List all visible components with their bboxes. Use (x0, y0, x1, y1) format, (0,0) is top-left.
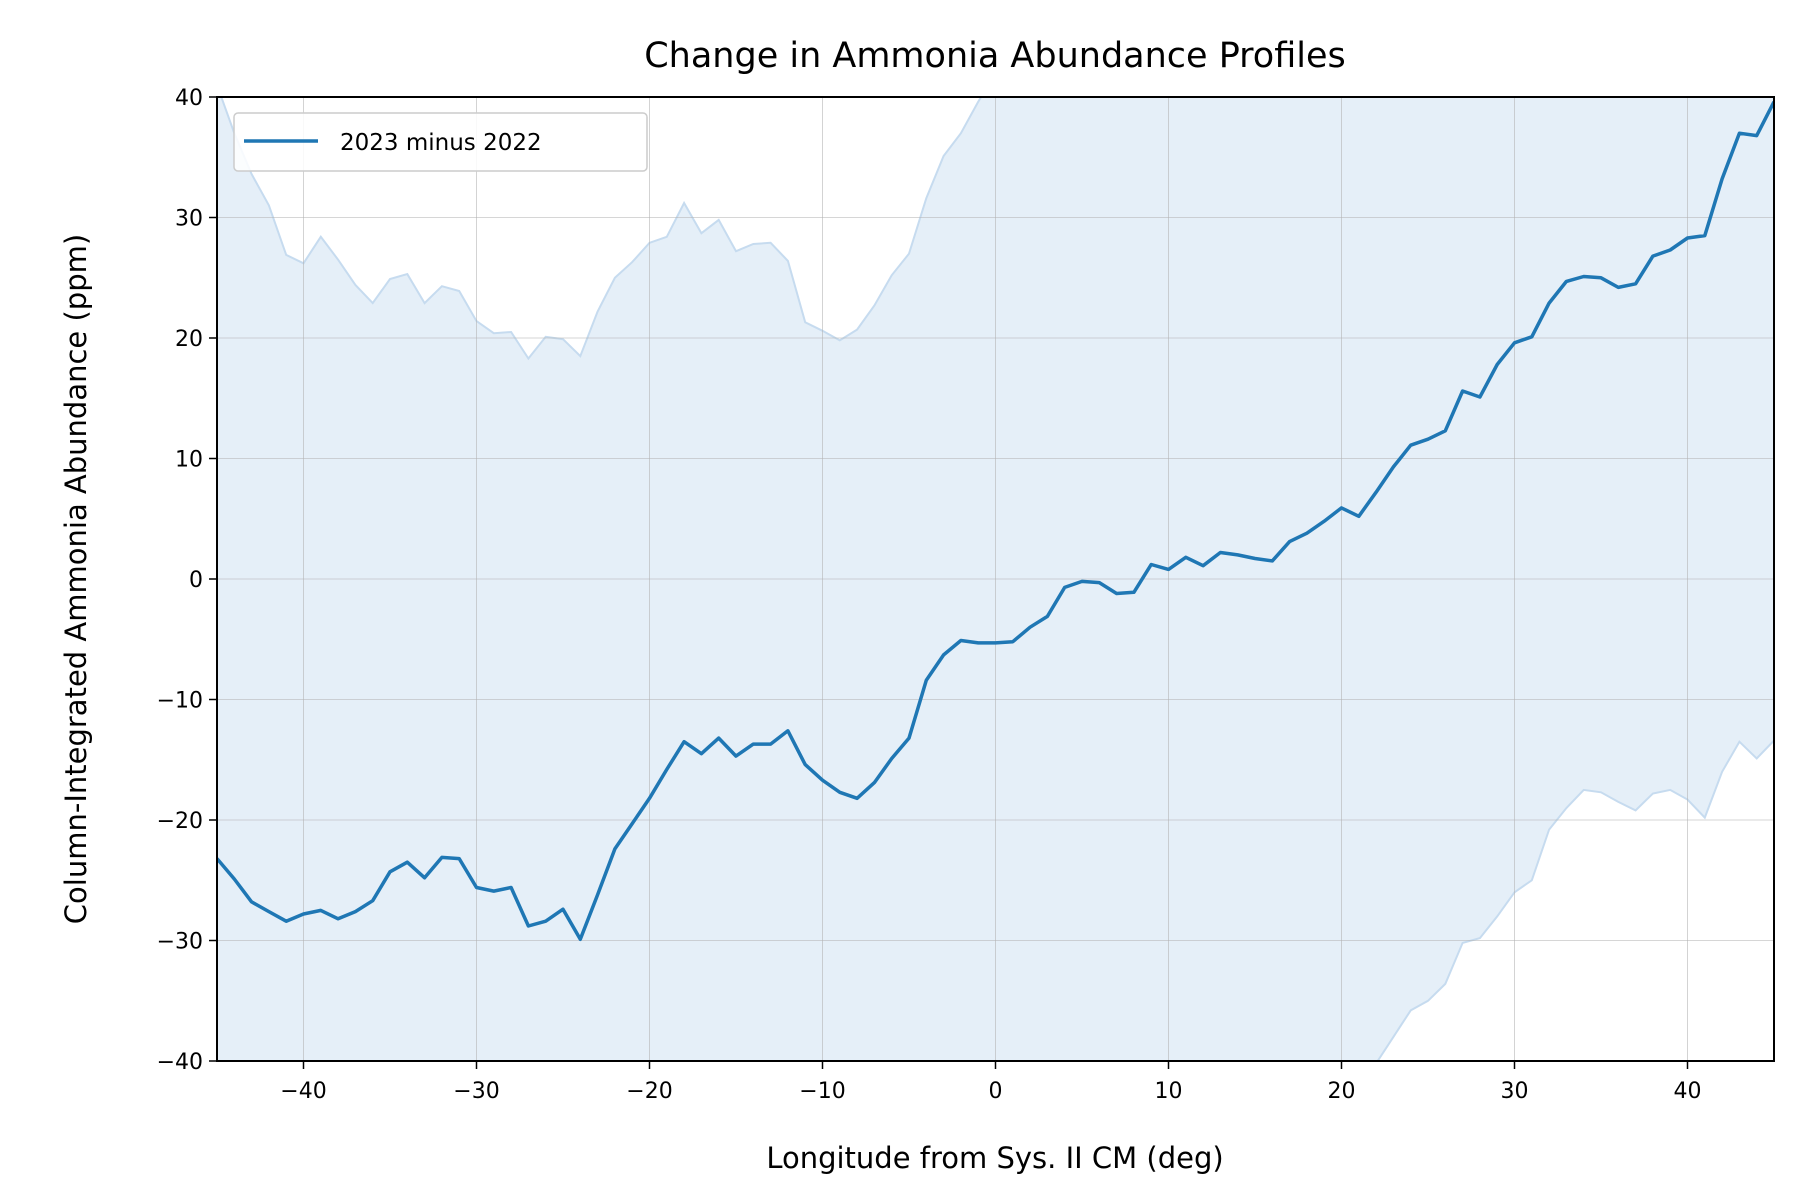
y-tick-label: 0 (189, 568, 203, 593)
x-tick-label: −20 (626, 1079, 672, 1104)
x-tick-label: 20 (1328, 1079, 1356, 1104)
x-tick-label: 0 (989, 1079, 1003, 1104)
chart-title: Change in Ammonia Abundance Profiles (644, 36, 1346, 76)
y-tick-label: 20 (175, 327, 203, 352)
legend-box (233, 112, 648, 172)
x-tick-label: −10 (799, 1079, 845, 1104)
x-tick-label: −40 (280, 1079, 326, 1104)
y-tick-label: 10 (175, 448, 203, 473)
y-tick-label: −10 (157, 689, 203, 714)
y-tick-label: 30 (175, 207, 203, 232)
y-tick-label: −30 (157, 930, 203, 955)
x-tick-label: 10 (1155, 1079, 1183, 1104)
legend-label: 2023 minus 2022 (340, 130, 542, 156)
y-axis-title: Column-Integrated Ammonia Abundance (ppm… (59, 234, 93, 924)
x-tick-label: 40 (1674, 1079, 1702, 1104)
y-tick-label: −20 (157, 809, 203, 834)
x-axis-title: Longitude from Sys. II CM (deg) (766, 1141, 1223, 1175)
x-axis: −40 −30 −20 −10 0 10 20 30 40 (280, 1061, 1702, 1104)
x-tick-label: −30 (453, 1079, 499, 1104)
y-tick-label: −40 (157, 1050, 203, 1075)
x-tick-label: 30 (1501, 1079, 1529, 1104)
y-axis: −40 −30 −20 −10 0 10 20 30 40 (157, 86, 217, 1075)
series-layer (217, 101, 1774, 942)
legend: 2023 minus 2022 (233, 112, 648, 172)
y-tick-label: 40 (175, 86, 203, 111)
series-line-2023-minus-2022 (217, 101, 1774, 942)
